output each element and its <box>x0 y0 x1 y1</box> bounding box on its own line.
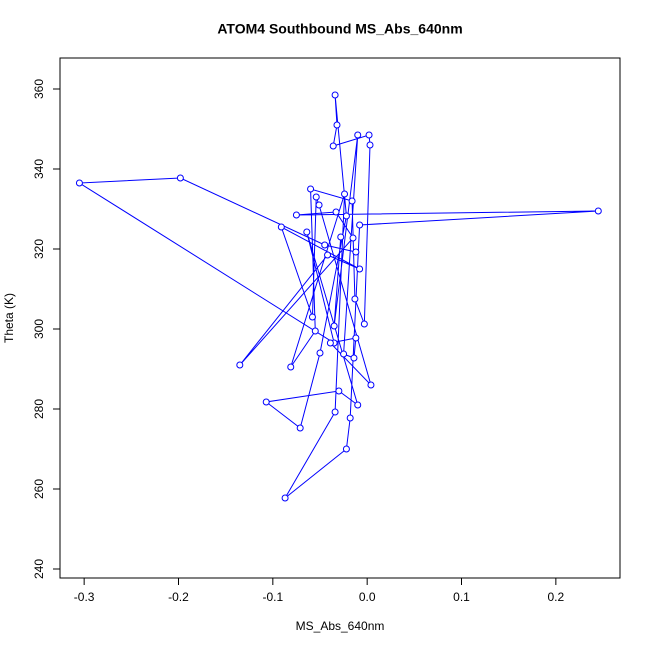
y-tick-label: 260 <box>32 479 46 499</box>
series-line <box>77 94 599 499</box>
point <box>348 197 356 205</box>
point <box>341 190 349 198</box>
point <box>342 212 350 220</box>
x-axis-label: MS_Abs_640nm <box>296 619 385 633</box>
point <box>75 179 83 187</box>
plot-box <box>59 57 621 579</box>
y-tick-label: 240 <box>32 559 46 579</box>
point <box>303 228 311 236</box>
point <box>340 350 348 358</box>
y-tick-label: 300 <box>32 319 46 339</box>
point <box>350 354 358 362</box>
point <box>366 141 374 149</box>
point <box>332 208 340 216</box>
point <box>349 234 357 242</box>
x-tick-label: 0.0 <box>359 590 376 604</box>
point <box>287 363 295 371</box>
point <box>307 185 315 193</box>
point <box>236 361 244 369</box>
y-tick-label: 280 <box>32 399 46 419</box>
point <box>346 414 354 422</box>
point <box>315 201 323 209</box>
y-tick-label: 360 <box>32 79 46 99</box>
point <box>333 121 341 129</box>
point <box>321 241 329 249</box>
point <box>292 211 300 219</box>
point <box>281 494 289 502</box>
chart-title: ATOM4 Southbound MS_Abs_640nm <box>217 21 462 37</box>
x-tick-label: -0.1 <box>262 590 283 604</box>
point <box>367 381 375 389</box>
point <box>311 327 319 335</box>
point <box>342 445 350 453</box>
point <box>337 233 345 241</box>
point <box>365 131 373 139</box>
point <box>316 349 324 357</box>
point <box>352 334 360 342</box>
x-tick-label: 0.2 <box>548 590 565 604</box>
point <box>324 251 332 259</box>
point <box>351 295 359 303</box>
y-tick-label: 340 <box>32 159 46 179</box>
point <box>329 142 337 150</box>
point <box>360 320 368 328</box>
point <box>308 313 316 321</box>
point <box>326 339 334 347</box>
x-tick-label: -0.2 <box>168 590 189 604</box>
point <box>277 223 285 231</box>
point <box>354 401 362 409</box>
y-tick-label: 320 <box>32 239 46 259</box>
x-tick-label: 0.1 <box>453 590 470 604</box>
y-axis-label: Theta (K) <box>2 293 16 343</box>
point <box>296 424 304 432</box>
point <box>354 131 362 139</box>
point <box>352 248 360 256</box>
point <box>330 322 338 330</box>
point <box>312 193 320 201</box>
point <box>262 398 270 406</box>
point <box>331 408 339 416</box>
point <box>356 221 364 229</box>
point <box>335 387 343 395</box>
point <box>356 265 364 273</box>
x-tick-label: -0.3 <box>74 590 95 604</box>
point <box>594 207 602 215</box>
point <box>331 91 339 99</box>
point <box>176 174 184 182</box>
